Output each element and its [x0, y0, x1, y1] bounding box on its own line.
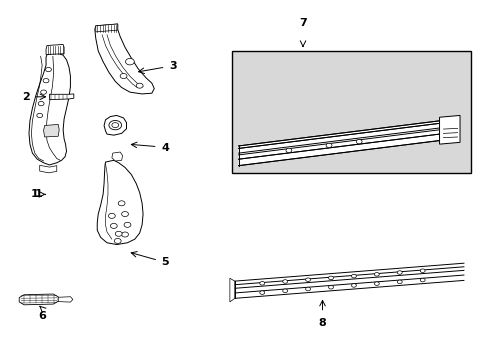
Circle shape [285, 148, 291, 153]
Polygon shape [96, 24, 118, 32]
Text: 1: 1 [34, 189, 42, 199]
Polygon shape [234, 263, 463, 298]
Polygon shape [229, 278, 234, 302]
Circle shape [328, 285, 333, 289]
Circle shape [136, 83, 143, 88]
Circle shape [114, 238, 121, 243]
Circle shape [118, 201, 125, 206]
Circle shape [282, 280, 287, 283]
Circle shape [37, 113, 42, 118]
Polygon shape [19, 294, 58, 305]
Circle shape [43, 78, 49, 83]
Polygon shape [95, 24, 154, 94]
Polygon shape [43, 125, 59, 137]
Text: 3: 3 [168, 61, 176, 71]
Text: 8: 8 [318, 318, 325, 328]
Circle shape [259, 291, 264, 294]
Circle shape [108, 213, 115, 219]
Circle shape [305, 287, 310, 291]
Circle shape [397, 280, 401, 284]
Circle shape [125, 58, 134, 65]
Circle shape [38, 102, 44, 106]
Circle shape [282, 289, 287, 293]
Polygon shape [112, 152, 122, 161]
Circle shape [41, 90, 46, 94]
Circle shape [45, 67, 51, 72]
Circle shape [374, 273, 379, 276]
Circle shape [356, 139, 362, 144]
Circle shape [305, 278, 310, 282]
Text: 4: 4 [161, 143, 169, 153]
Circle shape [110, 224, 117, 228]
Circle shape [374, 282, 379, 285]
Circle shape [419, 278, 424, 282]
Circle shape [115, 231, 122, 236]
Circle shape [122, 232, 128, 237]
Text: 2: 2 [22, 92, 30, 102]
Circle shape [112, 123, 119, 128]
Circle shape [259, 282, 264, 285]
Circle shape [124, 222, 131, 227]
Polygon shape [40, 165, 57, 173]
Bar [232, 51, 470, 173]
Text: 6: 6 [38, 311, 46, 321]
Text: 5: 5 [161, 257, 169, 267]
Circle shape [325, 143, 331, 148]
Polygon shape [29, 53, 70, 165]
Circle shape [328, 276, 333, 280]
Polygon shape [104, 116, 126, 135]
Polygon shape [49, 94, 74, 100]
Text: 7: 7 [299, 18, 306, 28]
Polygon shape [58, 297, 73, 302]
Polygon shape [439, 116, 459, 144]
Circle shape [397, 271, 401, 274]
Polygon shape [97, 160, 143, 244]
Circle shape [122, 212, 128, 217]
Circle shape [351, 284, 356, 287]
Circle shape [351, 274, 356, 278]
Circle shape [419, 269, 424, 273]
Text: 1: 1 [31, 189, 39, 199]
Polygon shape [46, 44, 64, 54]
Polygon shape [238, 121, 439, 166]
Circle shape [109, 121, 122, 130]
Circle shape [120, 73, 127, 78]
